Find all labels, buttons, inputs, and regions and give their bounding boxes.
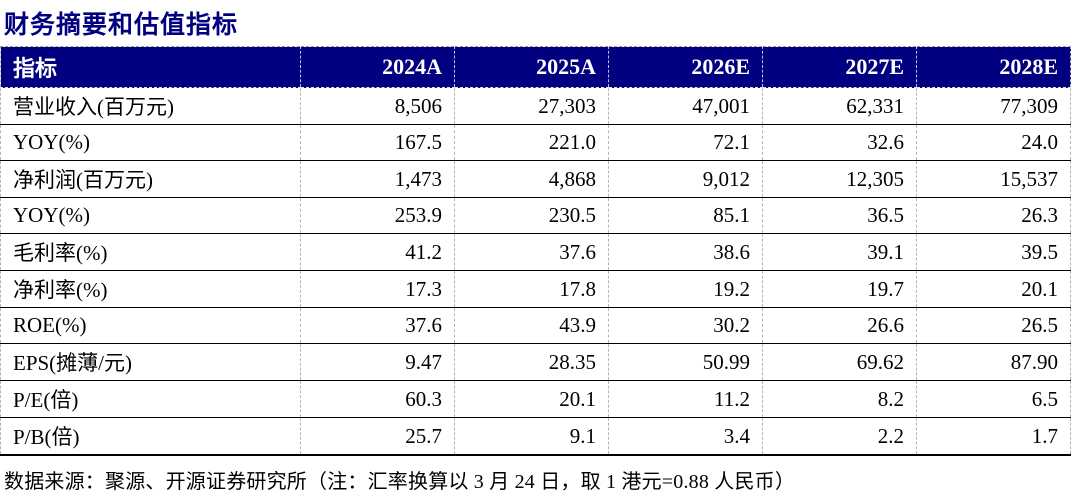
cell-value: 19.7 — [762, 270, 917, 308]
row-label: ROE(%) — [0, 307, 301, 344]
row-label: P/B(倍) — [0, 417, 301, 455]
cell-value: 24.0 — [916, 124, 1071, 161]
page-title: 财务摘要和估值指标 — [4, 12, 239, 39]
cell-value: 167.5 — [300, 124, 455, 161]
table-body: 营业收入(百万元) 8,506 27,303 47,001 62,331 77,309 YO… — [0, 87, 1071, 455]
cell-value: 15,537 — [916, 160, 1071, 198]
data-source-note: 数据来源：聚源、开源证券研究所（注：汇率换算以 3 月 24 日，取 1 港元=… — [4, 471, 796, 493]
row-label: YOY(%) — [0, 197, 301, 234]
cell-value: 253.9 — [300, 197, 455, 234]
cell-value: 38.6 — [608, 233, 763, 271]
header-cell-year: 2025A — [454, 46, 609, 88]
row-label: 净利润(百万元) — [0, 160, 301, 198]
cell-value: 28.35 — [454, 343, 609, 381]
cell-value: 37.6 — [300, 307, 455, 344]
header-cell-metric: 指标 — [0, 46, 301, 88]
header-cell-year: 2027E — [762, 46, 917, 88]
cell-value: 60.3 — [300, 380, 455, 418]
cell-value: 9,012 — [608, 160, 763, 198]
row-label: P/E(倍) — [0, 380, 301, 418]
header-cell-year: 2028E — [916, 46, 1071, 88]
row-label: 净利率(%) — [0, 270, 301, 308]
cell-value: 11.2 — [608, 380, 763, 418]
cell-value: 12,305 — [762, 160, 917, 198]
row-label: YOY(%) — [0, 124, 301, 161]
table-header: 指标 2024A 2025A 2026E 2027E 2028E — [0, 46, 1071, 88]
row-label: 营业收入(百万元) — [13, 95, 174, 119]
cell-value: 30.2 — [608, 307, 763, 344]
table-row: 营业收入(百万元) 8,506 27,303 47,001 62,331 77,309 — [1, 87, 1071, 125]
cell-value: 43.9 — [454, 307, 609, 344]
cell-value: 4,868 — [454, 160, 609, 198]
cell-value: 47,001 — [608, 87, 763, 125]
table-row: EPS(摊薄/元) 9.47 28.35 50.99 69.62 87.90 — [0, 343, 1071, 381]
cell-value: 20.1 — [916, 270, 1071, 308]
table-row: YOY(%) 253.9 230.5 85.1 36.5 26.3 — [0, 197, 1071, 234]
header-cell-year: 2026E — [608, 46, 763, 88]
cell-value: 27,303 — [454, 87, 609, 125]
financial-metrics-table: 指标 2024A 2025A 2026E 2027E 2028E 营业收入(百万元) 8,5… — [0, 46, 1071, 456]
cell-value: 87.90 — [916, 343, 1071, 381]
cell-value: 50.99 — [608, 343, 763, 381]
cell-value: 3.4 — [608, 417, 763, 455]
cell-value: 26.3 — [916, 197, 1071, 234]
cell-value: 9.1 — [454, 417, 609, 455]
cell-value: 37.6 — [454, 233, 609, 271]
table-row: 净利润(百万元) 1,473 4,868 9,012 12,305 15,537 — [0, 160, 1071, 198]
header-cell-year: 2024A — [300, 46, 455, 88]
cell-value: 72.1 — [608, 124, 763, 161]
cell-value: 20.1 — [454, 380, 609, 418]
cell-value: 6.5 — [916, 380, 1071, 418]
cell-value: 39.5 — [916, 233, 1071, 271]
table-row: P/B(倍) 25.7 9.1 3.4 2.2 1.7 — [0, 417, 1071, 455]
cell-value: 9.47 — [300, 343, 455, 381]
table-row: YOY(%) 167.5 221.0 72.1 32.6 24.0 — [0, 124, 1071, 161]
cell-value: 39.1 — [762, 233, 917, 271]
row-label: 毛利率(%) — [0, 233, 301, 271]
cell-value: 32.6 — [762, 124, 917, 161]
table-row: 净利率(%) 17.3 17.8 19.2 19.7 20.1 — [0, 270, 1071, 308]
cell-value: 2.2 — [762, 417, 917, 455]
table-row: 毛利率(%) 41.2 37.6 38.6 39.1 39.5 — [0, 233, 1071, 271]
cell-value: 77,309 — [916, 87, 1071, 125]
table-row: P/E(倍) 60.3 20.1 11.2 8.2 6.5 — [0, 380, 1071, 418]
cell-value: 26.6 — [762, 307, 917, 344]
cell-value: 25.7 — [300, 417, 455, 455]
cell-value: 26.5 — [916, 307, 1071, 344]
cell-value: 230.5 — [454, 197, 609, 234]
row-label: EPS(摊薄/元) — [0, 343, 301, 381]
cell-value: 62,331 — [762, 87, 917, 125]
cell-value: 221.0 — [454, 124, 609, 161]
cell-value: 69.62 — [762, 343, 917, 381]
cell-value: 85.1 — [608, 197, 763, 234]
cell-value: 8,506 — [300, 87, 455, 125]
cell-value: 41.2 — [300, 233, 455, 271]
cell-value: 1.7 — [916, 417, 1071, 455]
cell-value: 36.5 — [762, 197, 917, 234]
cell-value: 8.2 — [762, 380, 917, 418]
cell-value: 1,473 — [300, 160, 455, 198]
cell-value: 17.3 — [300, 270, 455, 308]
cell-value: 17.8 — [454, 270, 609, 308]
table-header-row: 指标 2024A 2025A 2026E 2027E 2028E — [0, 46, 1071, 88]
table-row: ROE(%) 37.6 43.9 30.2 26.6 26.5 — [0, 307, 1071, 344]
cell-value: 19.2 — [608, 270, 763, 308]
